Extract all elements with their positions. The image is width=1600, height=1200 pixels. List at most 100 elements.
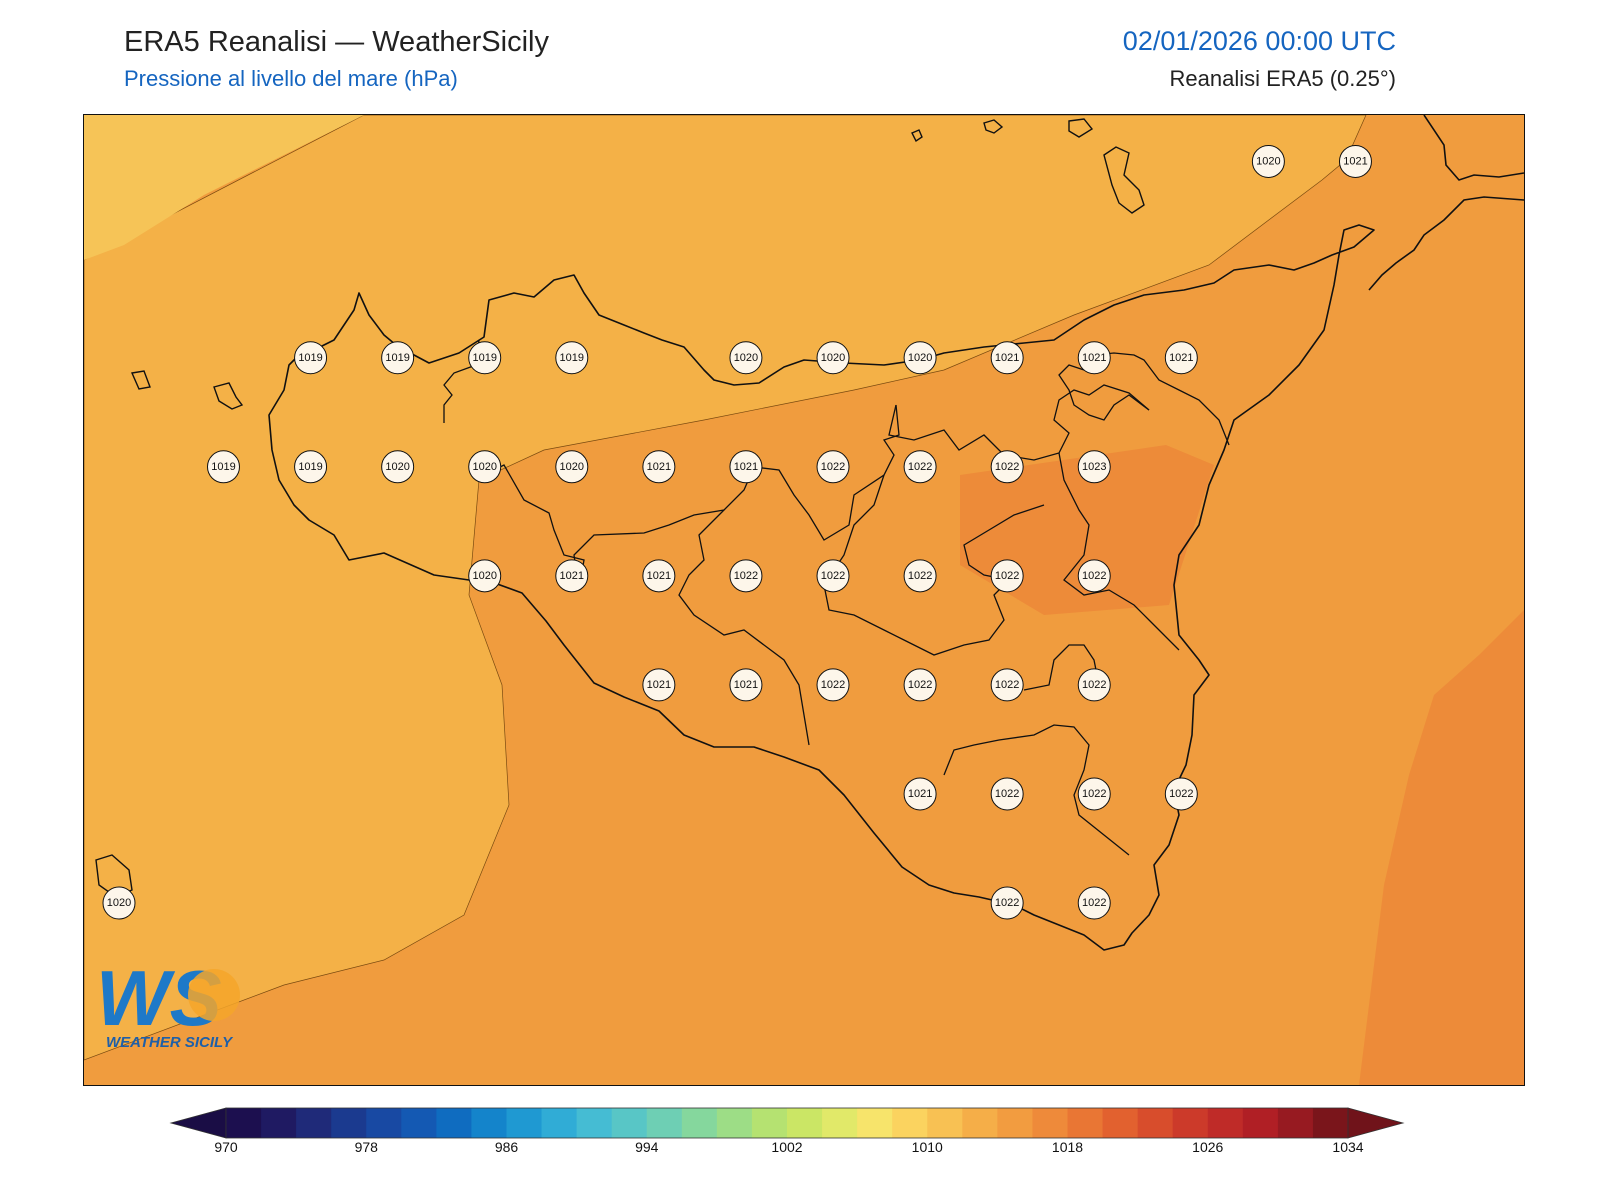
station-marker[interactable] — [1164, 341, 1198, 375]
station-pressure-label: 1020 — [472, 570, 496, 582]
pressure-map[interactable]: 1020 1021 1019 1019 1019 1019 1020 1020 1020 1021… — [83, 114, 1525, 1086]
station-marker[interactable] — [816, 341, 850, 375]
station-marker[interactable] — [1077, 886, 1111, 920]
station-pressure-label: 1022 — [1082, 679, 1106, 691]
station-marker[interactable] — [1077, 450, 1111, 484]
station-pressure-label: 1021 — [995, 352, 1019, 364]
station-pressure-label: 1021 — [734, 679, 758, 691]
station-marker[interactable] — [555, 341, 589, 375]
station-marker[interactable] — [990, 668, 1024, 702]
station-marker[interactable] — [903, 777, 937, 811]
colorbar-tick-label: 1002 — [771, 1139, 802, 1155]
station-marker[interactable] — [816, 450, 850, 484]
station-marker[interactable] — [555, 450, 589, 484]
colorbar-swatch — [541, 1108, 578, 1138]
colorbar-swatch — [366, 1108, 402, 1138]
station-marker[interactable] — [903, 559, 937, 593]
station-marker[interactable] — [206, 450, 240, 484]
lipari-island — [1103, 146, 1145, 214]
station-marker[interactable] — [1077, 341, 1111, 375]
station-pressure-label: 1019 — [385, 352, 409, 364]
station-pressure-label: 1019 — [560, 352, 584, 364]
station-marker[interactable] — [990, 341, 1024, 375]
province-border-palermo-agrigento — [483, 464, 585, 591]
station-marker[interactable] — [381, 341, 415, 375]
colorbar-swatch — [436, 1108, 472, 1138]
station-pressure-label: 1022 — [908, 461, 932, 473]
calabria-coastline-2 — [1368, 196, 1524, 291]
colorbar-swatch — [997, 1108, 1033, 1138]
station-pressure-label: 1022 — [821, 461, 845, 473]
station-marker[interactable] — [381, 450, 415, 484]
station-marker[interactable] — [1164, 777, 1198, 811]
station-marker[interactable] — [903, 450, 937, 484]
station-pressure-label: 1022 — [995, 897, 1019, 909]
station-pressure-label: 1021 — [647, 679, 671, 691]
station-marker[interactable] — [990, 450, 1024, 484]
station-marker[interactable] — [729, 668, 763, 702]
station-pressure-label: 1022 — [1169, 788, 1193, 800]
colorbar-tick-label: 978 — [355, 1139, 379, 1155]
station-marker[interactable] — [468, 450, 502, 484]
weather-sicily-logo: WS WEATHER SICILY — [96, 954, 240, 1051]
pressure-band-1022-east — [1359, 610, 1524, 1085]
sicily-coastline — [268, 224, 1375, 951]
station-marker[interactable] — [294, 450, 328, 484]
station-marker[interactable] — [468, 559, 502, 593]
station-marker[interactable] — [642, 450, 676, 484]
station-marker[interactable] — [903, 341, 937, 375]
colorbar-swatch — [1312, 1108, 1349, 1138]
station-marker[interactable] — [468, 341, 502, 375]
station-marker[interactable] — [642, 559, 676, 593]
colorbar-tick-label: 1018 — [1052, 1139, 1083, 1155]
station-marker[interactable] — [990, 886, 1024, 920]
station-marker[interactable] — [816, 668, 850, 702]
colorbar-swatch — [1277, 1108, 1314, 1138]
colorbar-swatch — [1207, 1108, 1244, 1138]
colorbar-under-arrow — [169, 1107, 227, 1139]
station-pressure-label: 1020 — [1256, 155, 1280, 167]
station-marker[interactable] — [1077, 777, 1111, 811]
station-marker[interactable] — [816, 559, 850, 593]
station-marker[interactable] — [990, 559, 1024, 593]
colorbar-swatch — [261, 1108, 297, 1138]
station-pressure-label: 1021 — [1343, 155, 1367, 167]
logo-caption: WEATHER SICILY — [106, 1034, 234, 1051]
colorbar: 970 978 986 994 1002 1010 1018 1026 1034 — [169, 1107, 1405, 1155]
colorbar-swatch — [646, 1108, 683, 1138]
colorbar-tick-label: 986 — [495, 1139, 519, 1155]
station-marker[interactable] — [903, 668, 937, 702]
station-marker[interactable] — [1077, 668, 1111, 702]
station-pressure-label: 1022 — [821, 570, 845, 582]
station-marker[interactable] — [642, 668, 676, 702]
station-marker[interactable] — [729, 559, 763, 593]
province-border-catania — [1058, 452, 1180, 651]
station-marker[interactable] — [990, 777, 1024, 811]
station-marker[interactable] — [729, 450, 763, 484]
station-pressure-label: 1022 — [821, 679, 845, 691]
pantelleria-island — [95, 854, 133, 898]
station-pressure-label: 1020 — [107, 897, 131, 909]
station-marker[interactable] — [102, 886, 136, 920]
station-pressure-label: 1020 — [560, 461, 584, 473]
station-marker[interactable] — [1251, 144, 1285, 178]
station-marker[interactable] — [555, 559, 589, 593]
station-pressure-label: 1019 — [472, 352, 496, 364]
colorbar-swatch — [1242, 1108, 1279, 1138]
colorbar-tick-label: 1010 — [912, 1139, 943, 1155]
alicudi-island — [983, 119, 1004, 134]
station-marker[interactable] — [1338, 144, 1372, 178]
station-marker[interactable] — [1077, 559, 1111, 593]
station-pressure-label: 1021 — [560, 570, 584, 582]
station-pressure-label: 1020 — [734, 352, 758, 364]
station-pressure-label: 1020 — [908, 352, 932, 364]
colorbar-swatch — [576, 1108, 613, 1138]
station-marker[interactable] — [729, 341, 763, 375]
colorbar-swatch — [296, 1108, 332, 1138]
colorbar-swatch — [1102, 1108, 1139, 1138]
station-marker[interactable] — [294, 341, 328, 375]
colorbar-swatch — [471, 1108, 507, 1138]
colorbar-swatch — [892, 1108, 928, 1138]
province-border-caltanissetta-agrigento — [678, 509, 810, 746]
colorbar-swatch — [927, 1108, 963, 1138]
